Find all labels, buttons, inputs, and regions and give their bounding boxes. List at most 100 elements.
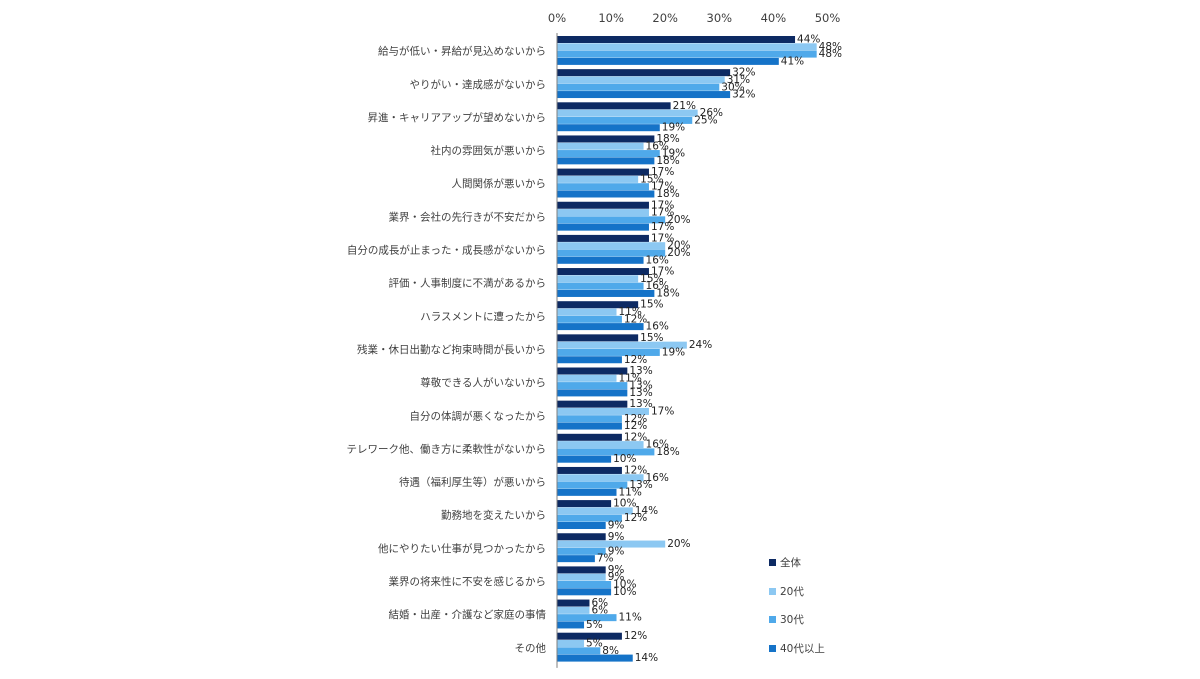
bar	[557, 91, 731, 99]
data-label: 48%	[819, 48, 842, 60]
bar	[557, 599, 590, 607]
data-label: 20%	[667, 247, 690, 259]
data-label: 12%	[624, 413, 647, 425]
data-label: 13%	[629, 398, 652, 410]
data-label: 10%	[613, 453, 636, 465]
data-label: 14%	[635, 505, 658, 517]
data-label: 18%	[656, 133, 679, 145]
data-label: 15%	[640, 173, 663, 185]
x-tick-label: 10%	[598, 11, 624, 25]
bar	[557, 588, 612, 596]
data-label: 18%	[656, 287, 679, 299]
bar	[557, 190, 655, 198]
bar	[557, 223, 649, 231]
data-label: 44%	[797, 34, 820, 46]
bar	[557, 640, 585, 647]
bar	[557, 102, 671, 110]
data-label: 17%	[651, 405, 674, 417]
data-label: 21%	[673, 100, 696, 112]
bar	[557, 374, 617, 382]
bar	[557, 514, 622, 522]
bar	[557, 647, 601, 655]
bar	[557, 116, 693, 124]
bar	[557, 183, 649, 191]
data-label: 15%	[640, 332, 663, 344]
bar	[557, 83, 720, 91]
bar	[557, 43, 817, 51]
data-label: 11%	[619, 372, 642, 384]
data-label: 41%	[781, 55, 804, 67]
bar	[557, 474, 644, 482]
data-label: 32%	[732, 89, 755, 101]
category-label: 社内の雰囲気が悪いから	[431, 144, 547, 157]
data-label: 8%	[602, 645, 619, 657]
data-label: 24%	[689, 339, 712, 351]
category-label: 自分の成長が止まった・成長感がないから	[347, 244, 546, 257]
bar	[557, 168, 649, 176]
bar	[557, 533, 606, 541]
category-labels: 給与が低い・昇給が見込めないからやりがい・達成感がないから昇進・キャリアアップが…	[347, 45, 547, 655]
bar	[557, 315, 622, 323]
bar	[557, 201, 649, 209]
bar	[557, 581, 612, 588]
data-label: 32%	[732, 67, 755, 79]
category-label: やりがい・達成感がないから	[410, 78, 547, 91]
legend-label: 20代	[780, 586, 804, 598]
bar	[557, 448, 655, 456]
bar	[557, 157, 655, 165]
bar	[557, 614, 617, 622]
data-label: 5%	[586, 638, 603, 650]
bar	[557, 135, 655, 143]
bar	[557, 422, 622, 430]
x-tick-label: 0%	[548, 11, 566, 25]
data-label: 9%	[608, 571, 625, 583]
bar	[557, 175, 639, 183]
data-label: 13%	[629, 380, 652, 392]
data-label: 17%	[651, 232, 674, 244]
bar	[557, 341, 687, 349]
data-label: 20%	[667, 214, 690, 226]
category-label: 業界の将来性に不安を感じるから	[389, 575, 547, 588]
data-label: 17%	[651, 266, 674, 278]
data-label: 7%	[597, 553, 614, 565]
bar	[557, 573, 606, 581]
bar	[557, 555, 595, 563]
data-label: 25%	[694, 114, 717, 126]
bar	[557, 308, 617, 316]
data-label: 12%	[624, 464, 647, 476]
legend-label: 30代	[780, 614, 804, 626]
data-label: 20%	[667, 240, 690, 252]
data-label: 48%	[819, 41, 842, 53]
data-label: 12%	[624, 354, 647, 366]
bar	[557, 249, 666, 257]
bar	[557, 522, 606, 529]
data-label: 13%	[629, 479, 652, 491]
bar	[557, 540, 666, 548]
data-label: 10%	[613, 579, 636, 591]
legend-label: 全体	[780, 556, 801, 569]
category-label: 評価・人事制度に不満があるから	[389, 277, 547, 290]
category-label: 昇進・キャリアアップが望めないから	[368, 111, 547, 124]
bar	[557, 466, 622, 474]
data-label: 12%	[624, 420, 647, 432]
category-label: 人間関係が悪いから	[452, 177, 547, 190]
data-label: 16%	[646, 140, 669, 152]
data-label: 11%	[619, 612, 642, 624]
x-tick-label: 30%	[707, 11, 733, 25]
bar	[557, 301, 639, 309]
bar	[557, 441, 644, 449]
bar	[557, 367, 628, 375]
category-label: ハラスメントに遭ったから	[420, 310, 546, 323]
bar	[557, 242, 666, 250]
data-label: 6%	[591, 604, 608, 616]
data-label: 19%	[662, 346, 685, 358]
data-label: 31%	[727, 74, 750, 86]
data-label: 18%	[656, 188, 679, 200]
data-label: 9%	[608, 531, 625, 543]
bar	[557, 348, 660, 356]
data-label: 16%	[646, 321, 669, 333]
bar	[557, 323, 644, 331]
data-label: 12%	[624, 431, 647, 443]
data-label: 11%	[619, 306, 642, 318]
